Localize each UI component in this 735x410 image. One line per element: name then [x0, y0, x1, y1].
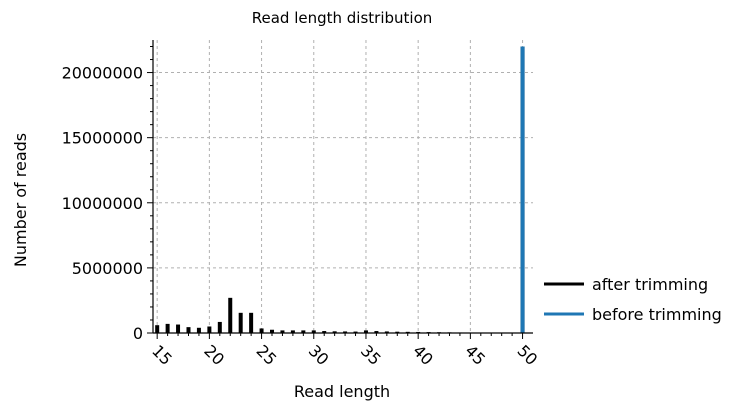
- axes: [147, 40, 533, 339]
- bar-after-trimming: [218, 322, 222, 333]
- bar-after-trimming: [197, 328, 201, 333]
- x-tick-label: 45: [461, 341, 489, 369]
- bar-after-trimming: [239, 313, 243, 333]
- y-tick-label: 0: [133, 324, 143, 343]
- y-tick-label: 5000000: [72, 259, 143, 278]
- legend-label-before: before trimming: [592, 305, 722, 324]
- x-tick-label: 50: [514, 341, 542, 369]
- bar-before-trimming: [521, 47, 525, 333]
- x-axis-label: Read length: [294, 382, 390, 401]
- bar-after-trimming: [176, 325, 180, 333]
- grid: [153, 40, 533, 333]
- x-tick-labels: 15 20 25 30 35 40 45 50: [148, 341, 541, 369]
- chart-title: Read length distribution: [252, 9, 433, 27]
- y-tick-labels: 0 5000000 10000000 15000000 20000000: [62, 64, 143, 343]
- y-tick-label: 15000000: [62, 129, 143, 148]
- y-tick-label: 20000000: [62, 64, 143, 83]
- x-tick-label: 30: [305, 341, 333, 369]
- bar-after-trimming: [186, 327, 190, 333]
- y-tick-label: 10000000: [62, 194, 143, 213]
- x-tick-label: 40: [409, 341, 437, 369]
- bar-after-trimming: [249, 313, 253, 333]
- y-axis-label: Number of reads: [11, 133, 30, 267]
- x-tick-label: 15: [148, 341, 176, 369]
- bar-after-trimming: [166, 324, 170, 333]
- bar-after-trimming: [260, 328, 264, 333]
- bar-after-trimming: [207, 326, 211, 333]
- x-tick-label: 20: [200, 341, 228, 369]
- x-tick-label: 25: [253, 341, 281, 369]
- bar-after-trimming: [228, 298, 232, 333]
- legend-label-after: after trimming: [592, 275, 708, 294]
- x-tick-label: 35: [357, 341, 385, 369]
- bar-after-trimming: [155, 325, 159, 333]
- bars: [155, 47, 524, 333]
- legend: after trimming before trimming: [544, 275, 722, 324]
